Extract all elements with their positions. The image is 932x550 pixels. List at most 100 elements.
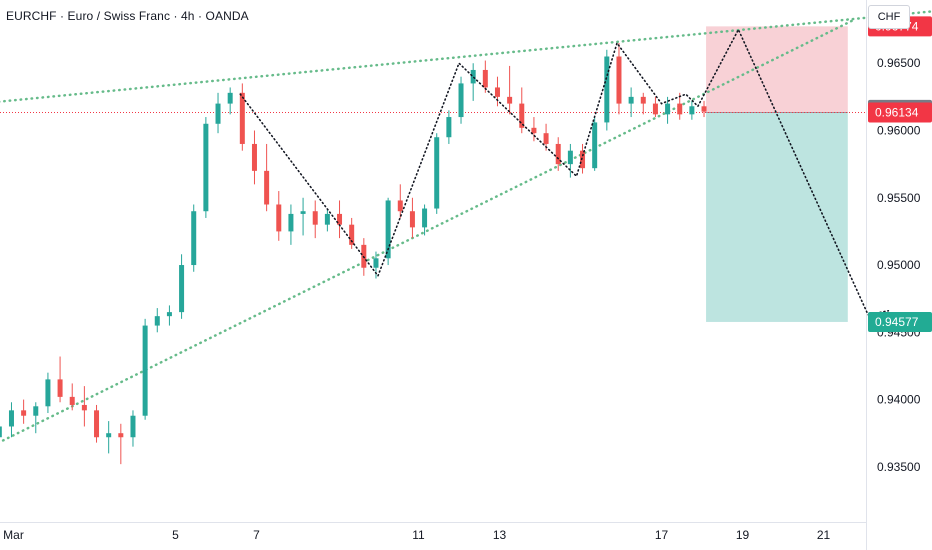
candle-body: [555, 143, 561, 165]
candle: [567, 143, 573, 178]
candle-body: [215, 103, 221, 124]
x-tick-label: 7: [253, 528, 260, 542]
candle-body: [458, 83, 464, 118]
candle-body: [33, 406, 39, 416]
candle: [130, 410, 136, 447]
candle-body: [57, 379, 63, 397]
candle: [142, 318, 148, 420]
candle-body: [130, 415, 136, 438]
candle-body: [154, 316, 160, 326]
candle-body: [446, 117, 452, 138]
candle-body: [0, 426, 2, 438]
chart-title: EURCHF · Euro / Swiss Franc · 4h · OANDA: [6, 9, 249, 23]
y-tick-label: 0.96500: [877, 56, 921, 70]
candle-body: [349, 224, 355, 245]
candle-body: [543, 133, 549, 144]
candle: [519, 87, 525, 134]
candle-body: [616, 56, 622, 104]
candle: [288, 204, 294, 245]
candle: [239, 83, 245, 151]
y-tick-label: 0.96000: [877, 124, 921, 138]
axes: 0.965000.960000.955000.950000.945000.940…: [3, 56, 921, 542]
candle: [191, 204, 197, 272]
candle-body: [434, 137, 440, 209]
candle: [434, 133, 440, 214]
candle-body: [203, 123, 209, 212]
candle-body: [69, 396, 75, 405]
price-tag-bg: [868, 311, 932, 332]
upper-trendline: [0, 10, 932, 103]
candle-body: [8, 410, 14, 427]
candle-body: [652, 103, 658, 115]
candle: [482, 60, 488, 93]
candle: [592, 117, 598, 171]
candle: [409, 197, 415, 239]
candle: [312, 200, 318, 239]
candle: [81, 386, 87, 427]
stop-loss-zone: [706, 26, 848, 113]
candle-body: [118, 433, 124, 438]
candle: [118, 423, 124, 465]
candle-body: [251, 143, 257, 171]
candle: [531, 117, 537, 142]
candle: [337, 200, 343, 239]
candle-body: [300, 211, 306, 214]
candle: [106, 421, 112, 454]
candle-body: [604, 56, 610, 123]
candle: [94, 404, 100, 443]
candle: [21, 399, 27, 424]
candle: [179, 254, 185, 319]
candle-body: [592, 122, 598, 169]
y-tick-label: 0.94000: [877, 393, 921, 407]
candle-body: [422, 208, 428, 228]
candle-body: [264, 170, 270, 205]
candle-body: [397, 200, 403, 212]
candle: [45, 372, 51, 414]
candle: [300, 197, 306, 236]
price-tag-target: 0.94577: [868, 311, 932, 332]
candle-body: [166, 312, 172, 317]
price-tag-bg: [868, 102, 932, 123]
candle-body: [21, 410, 27, 416]
price-tag-label: 0.96134: [875, 105, 919, 119]
grid-layer: [0, 0, 867, 550]
candle-body: [385, 200, 391, 259]
take-profit-zone: [706, 112, 848, 322]
candle-body: [337, 213, 343, 225]
x-tick-label: 11: [412, 528, 425, 542]
candle-body: [106, 433, 112, 438]
candle: [507, 65, 513, 115]
candle-body: [409, 211, 415, 228]
candle: [616, 43, 622, 115]
candle: [701, 100, 707, 118]
candle: [324, 208, 330, 232]
price-tag-last-price: 0.96134: [868, 102, 932, 123]
y-tick-label: 0.95000: [877, 258, 921, 272]
candle-body: [665, 103, 671, 115]
candle: [628, 87, 634, 118]
candle: [0, 426, 2, 438]
candle: [69, 383, 75, 411]
candle: [33, 402, 39, 434]
lower-trendline: [0, 17, 858, 444]
currency-selector[interactable]: CHF: [868, 5, 910, 29]
candle: [227, 87, 233, 115]
x-tick-label: 21: [817, 528, 831, 542]
candle-body: [640, 96, 646, 104]
y-tick-label: 0.93500: [877, 460, 921, 474]
candle: [166, 305, 172, 326]
candle: [446, 110, 452, 144]
candle-body: [312, 211, 318, 225]
candle-body: [324, 213, 330, 225]
candle: [422, 204, 428, 236]
candle-body: [519, 103, 525, 128]
candle: [665, 96, 671, 124]
candle: [8, 402, 14, 438]
x-tick-label: 17: [655, 528, 669, 542]
candle-body: [482, 69, 488, 88]
candle-body: [373, 258, 379, 268]
x-tick-label: 19: [736, 528, 750, 542]
candle-body: [45, 379, 51, 407]
